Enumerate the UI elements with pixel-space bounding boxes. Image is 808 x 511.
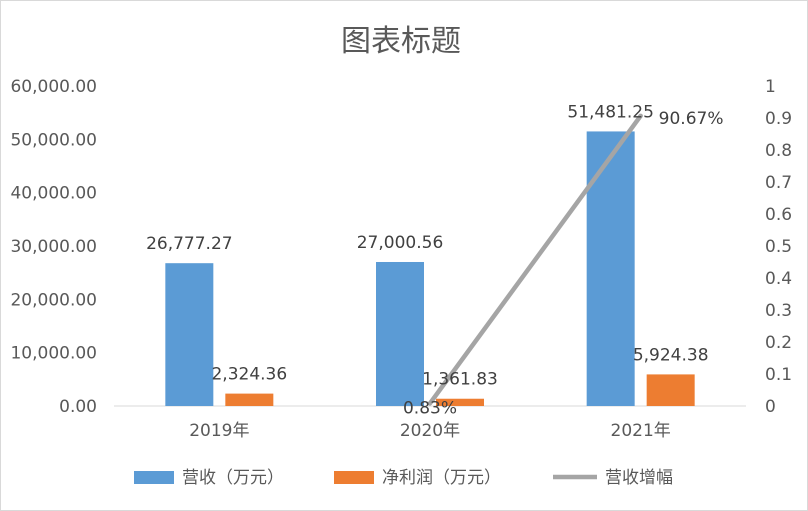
- y-right-tick-label: 0.9: [765, 109, 792, 129]
- net-profit-data-label: 1,361.83: [422, 370, 498, 390]
- y-right-tick-label: 0.7: [765, 173, 792, 193]
- revenue-bar: [376, 261, 424, 406]
- revenue-data-label: 27,000.56: [357, 233, 444, 253]
- revenue-bar: [165, 263, 214, 406]
- x-tick-label: 2021年: [611, 421, 671, 441]
- y-left-tick-label: 20,000.00: [10, 290, 97, 310]
- net-profit-bar: [646, 374, 695, 406]
- y-right-tick-label: 0.8: [765, 141, 792, 161]
- legend-label: 营收增幅: [605, 468, 673, 488]
- y-left-tick-label: 40,000.00: [10, 184, 97, 204]
- legend-label: 净利润（万元）: [382, 468, 501, 488]
- net-profit-data-label: 5,924.38: [633, 345, 709, 365]
- revenue-data-label: 26,777.27: [146, 234, 233, 254]
- revenue-bar: [586, 131, 635, 406]
- y-right-tick-label: 1: [765, 77, 776, 97]
- legend-item-revenue: 营收（万元）: [134, 468, 284, 488]
- growth-data-label: 90.67%: [659, 109, 724, 129]
- chart-title: 图表标题: [341, 24, 461, 59]
- legend-swatch: [134, 471, 174, 484]
- y-left-tick-label: 0.00: [59, 397, 97, 417]
- y-right-tick-label: 0.4: [765, 269, 792, 289]
- y-left-tick-label: 30,000.00: [10, 237, 97, 257]
- legend-swatch: [334, 471, 374, 484]
- y-right-tick-label: 0.5: [765, 237, 792, 257]
- y-right-tick-label: 0: [765, 397, 776, 417]
- legend-item-growth: 营收增幅: [553, 468, 673, 488]
- y-left-tick-label: 50,000.00: [10, 130, 97, 150]
- net-profit-data-label: 2,324.36: [211, 365, 287, 385]
- revenue-data-label: 51,481.25: [567, 102, 654, 122]
- axes: 0.00 10,000.00 20,000.00 30,000.00 40,000.00…: [10, 77, 792, 441]
- legend-item-net-profit: 净利润（万元）: [334, 468, 501, 488]
- data-labels: 26,777.27 27,000.56 51,481.25 2,324.36 1,361…: [146, 102, 723, 418]
- growth-line: [427, 113, 643, 406]
- y-right-tick-label: 0.1: [765, 365, 792, 385]
- net-profit-bar: [436, 398, 484, 406]
- x-tick-label: 2019年: [189, 421, 249, 441]
- x-tick-label: 2020年: [400, 421, 460, 441]
- net-profit-bar: [225, 393, 274, 406]
- y-left-tick-label: 60,000.00: [10, 77, 97, 97]
- y-right-tick-label: 0.6: [765, 205, 792, 225]
- y-right-tick-label: 0.3: [765, 301, 792, 321]
- growth-line-series: [427, 113, 643, 406]
- growth-data-label: 0.83%: [403, 398, 457, 418]
- legend-label: 营收（万元）: [182, 468, 284, 488]
- legend: 营收（万元） 净利润（万元） 营收增幅: [134, 468, 673, 488]
- y-right-tick-label: 0.2: [765, 333, 792, 353]
- y-left-tick-label: 10,000.00: [10, 344, 97, 364]
